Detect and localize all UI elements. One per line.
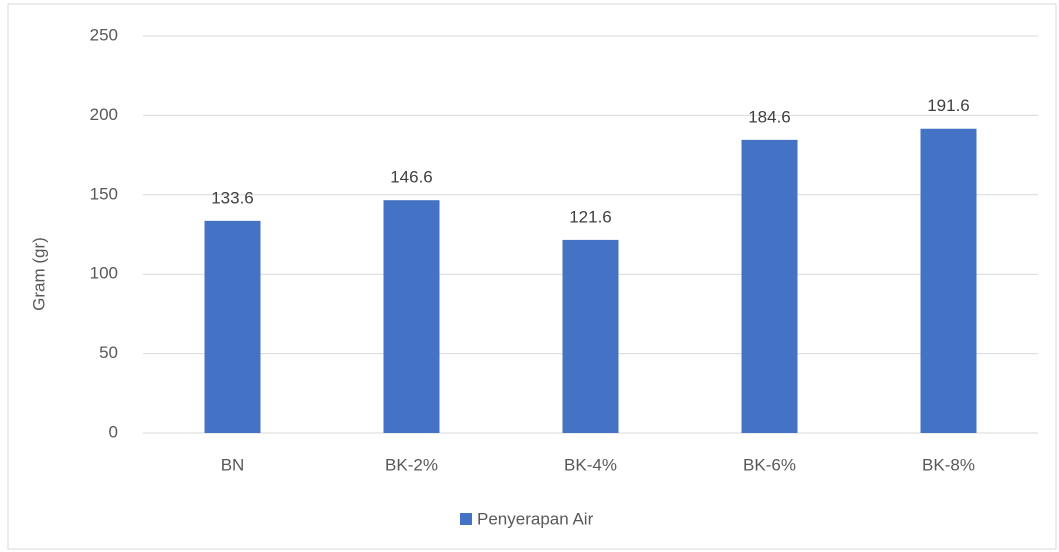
bar bbox=[741, 139, 798, 433]
bar bbox=[920, 128, 977, 433]
bar bbox=[204, 220, 261, 433]
y-tick-label: 200 bbox=[90, 105, 118, 124]
data-label: 146.6 bbox=[390, 168, 433, 187]
data-label: 191.6 bbox=[927, 96, 970, 115]
x-tick-label: BK-6% bbox=[743, 455, 796, 474]
x-tick-label: BK-8% bbox=[922, 455, 975, 474]
bar bbox=[562, 239, 619, 433]
data-label: 133.6 bbox=[211, 188, 254, 207]
y-axis-label: Gram (gr) bbox=[29, 237, 48, 311]
chart-border bbox=[7, 3, 1057, 550]
y-tick-label: 50 bbox=[99, 343, 118, 362]
y-tick-label: 250 bbox=[90, 25, 118, 44]
data-label: 121.6 bbox=[569, 207, 612, 226]
x-tick-label: BK-4% bbox=[564, 455, 617, 474]
bar bbox=[383, 200, 440, 433]
data-label: 184.6 bbox=[748, 107, 791, 126]
legend-label: Penyerapan Air bbox=[477, 509, 594, 528]
x-tick-label: BK-2% bbox=[385, 455, 438, 474]
legend-swatch bbox=[460, 513, 472, 525]
y-tick-label: 100 bbox=[90, 264, 118, 283]
x-tick-label: BN bbox=[221, 455, 245, 474]
y-tick-label: 0 bbox=[109, 422, 118, 441]
y-tick-label: 150 bbox=[90, 184, 118, 203]
